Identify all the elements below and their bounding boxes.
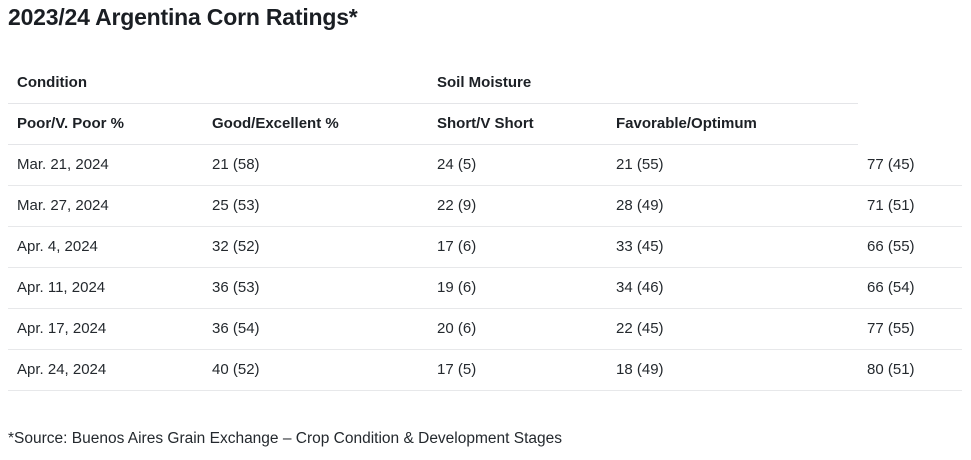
group-header-empty: [858, 62, 962, 103]
cell-date: Apr. 11, 2024: [8, 267, 203, 309]
table-cell: 71 (51): [858, 185, 963, 227]
table-cell: 17 (6): [428, 226, 608, 268]
table-cell: 21 (58): [203, 144, 429, 186]
column-header-favorable-optimum: Favorable/Optimum: [607, 103, 859, 145]
table-cell: 40 (52): [203, 349, 429, 391]
cell-date: Apr. 17, 2024: [8, 308, 203, 350]
table-cell: 24 (5): [428, 144, 608, 186]
table-cell: 77 (45): [858, 144, 963, 186]
table-row: Apr. 11, 2024 36 (53) 19 (6) 34 (46) 66 …: [8, 267, 963, 309]
cell-date: Mar. 27, 2024: [8, 185, 203, 227]
table-cell: 32 (52): [203, 226, 429, 268]
column-header-short-vshort: Short/V Short: [428, 103, 608, 145]
column-header-empty: [858, 103, 962, 144]
column-header-row: Poor/V. Poor % Good/Excellent % Short/V …: [8, 103, 962, 145]
group-header-row: Condition Soil Moisture: [8, 62, 962, 104]
table-row: Mar. 27, 2024 25 (53) 22 (9) 28 (49) 71 …: [8, 185, 963, 227]
column-header-poor-vpoor: Poor/V. Poor %: [8, 103, 203, 145]
group-header-soil-moisture: Soil Moisture: [428, 62, 859, 104]
table-row: Apr. 24, 2024 40 (52) 17 (5) 18 (49) 80 …: [8, 349, 963, 391]
table-header: Condition Soil Moisture Poor/V. Poor % G…: [8, 62, 962, 145]
cell-date: Apr. 24, 2024: [8, 349, 203, 391]
table-row: Apr. 4, 2024 32 (52) 17 (6) 33 (45) 66 (…: [8, 226, 963, 268]
table-cell: 36 (54): [203, 308, 429, 350]
table-cell: 19 (6): [428, 267, 608, 309]
source-footnote: *Source: Buenos Aires Grain Exchange – C…: [8, 429, 563, 447]
table-cell: 36 (53): [203, 267, 429, 309]
table-row: Mar. 21, 2024 21 (58) 24 (5) 21 (55) 77 …: [8, 144, 963, 186]
table-cell: 22 (45): [607, 308, 859, 350]
table-body: Mar. 21, 2024 21 (58) 24 (5) 21 (55) 77 …: [8, 144, 963, 391]
table-cell: 77 (55): [858, 308, 963, 350]
group-header-condition: Condition: [8, 62, 429, 104]
table-cell: 25 (53): [203, 185, 429, 227]
column-header-good-excellent: Good/Excellent %: [203, 103, 429, 145]
page-title: 2023/24 Argentina Corn Ratings*: [8, 4, 358, 30]
table-cell: 20 (6): [428, 308, 608, 350]
table-cell: 33 (45): [607, 226, 859, 268]
table-cell: 21 (55): [607, 144, 859, 186]
table-cell: 17 (5): [428, 349, 608, 391]
table-cell: 66 (55): [858, 226, 963, 268]
corn-ratings-table: Condition Soil Moisture Poor/V. Poor % G…: [8, 62, 963, 391]
table-cell: 28 (49): [607, 185, 859, 227]
table-cell: 66 (54): [858, 267, 963, 309]
cell-date: Apr. 4, 2024: [8, 226, 203, 268]
table-row: Apr. 17, 2024 36 (54) 20 (6) 22 (45) 77 …: [8, 308, 963, 350]
cell-date: Mar. 21, 2024: [8, 144, 203, 186]
table-cell: 18 (49): [607, 349, 859, 391]
table-cell: 34 (46): [607, 267, 859, 309]
table-cell: 22 (9): [428, 185, 608, 227]
table-cell: 80 (51): [858, 349, 963, 391]
